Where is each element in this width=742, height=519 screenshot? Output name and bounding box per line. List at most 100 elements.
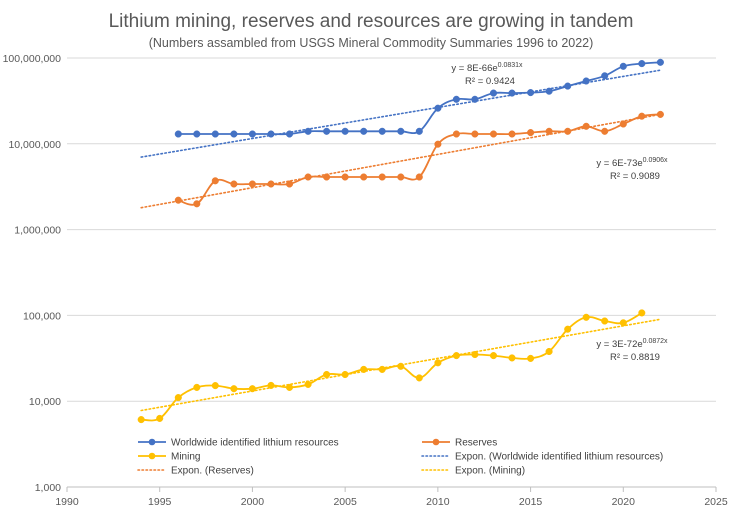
x-tick-label: 2000 (241, 496, 265, 508)
data-point-mining (304, 380, 312, 388)
data-point-worldwide-identified-lithium-resources (508, 89, 516, 97)
data-point-mining (193, 383, 201, 391)
data-point-mining (619, 319, 627, 327)
data-point-mining (137, 416, 145, 424)
data-point-mining (323, 370, 331, 379)
data-point-mining (156, 414, 164, 422)
data-point-reserves (230, 180, 238, 188)
legend-item-expon-reserves: Expon. (Reserves) (137, 466, 254, 477)
data-point-reserves (564, 127, 572, 135)
legend-label: Mining (171, 452, 200, 463)
legend-marker (432, 438, 440, 446)
trend-equation: y = 8E-66e0.0831x (451, 62, 523, 74)
data-point-reserves (545, 127, 553, 135)
legend-label: Reserves (455, 438, 497, 449)
y-tick-label: 1,000 (35, 482, 61, 494)
x-tick-label: 2015 (519, 496, 543, 508)
data-point-worldwide-identified-lithium-resources (341, 127, 349, 135)
data-point-reserves (619, 120, 627, 128)
legend-label: Expon. (Mining) (455, 466, 525, 477)
legend-marker (148, 438, 156, 446)
data-point-worldwide-identified-lithium-resources (656, 58, 664, 66)
x-tick-label: 2010 (426, 496, 450, 508)
data-point-worldwide-identified-lithium-resources (248, 130, 256, 138)
trendline-expon-worldwide-identified-lithium-resources (140, 69, 662, 158)
data-point-worldwide-identified-lithium-resources (638, 60, 646, 68)
data-point-worldwide-identified-lithium-resources (193, 130, 201, 138)
data-point-mining (489, 352, 498, 360)
series-line-mining (141, 312, 643, 422)
data-point-worldwide-identified-lithium-resources (211, 130, 219, 138)
data-point-reserves (193, 200, 201, 208)
data-point-worldwide-identified-lithium-resources (174, 130, 182, 138)
data-point-reserves (174, 196, 182, 204)
legend-label: Expon. (Worldwide identified lithium res… (455, 452, 663, 463)
data-point-reserves (285, 180, 294, 188)
data-point-mining (582, 313, 590, 321)
data-point-worldwide-identified-lithium-resources (378, 127, 386, 135)
data-point-mining (638, 309, 646, 317)
legend-label: Expon. (Reserves) (171, 466, 254, 477)
y-tick-label: 100,000,000 (3, 53, 62, 65)
chart-subtitle: (Numbers assambled from USGS Mineral Com… (149, 36, 594, 50)
data-point-worldwide-identified-lithium-resources (304, 127, 312, 135)
data-point-reserves (582, 122, 590, 130)
data-series (137, 58, 664, 424)
data-point-worldwide-identified-lithium-resources (619, 62, 627, 70)
x-tick-label: 2025 (704, 496, 728, 508)
data-point-reserves (452, 130, 460, 138)
trend-r-squared: R² = 0.9424 (465, 76, 515, 87)
gridlines (67, 57, 716, 402)
y-tick-label: 10,000,000 (8, 139, 61, 151)
axes: 1,000 10,000 100,000 1,000,000 10,000,000 100… (3, 53, 728, 508)
data-point-mining (341, 370, 349, 379)
y-tick-label: 1,000,000 (14, 225, 61, 237)
data-point-mining (564, 325, 572, 333)
data-point-worldwide-identified-lithium-resources (285, 130, 294, 138)
legend-item-expon-worldwide-identified-lithium-resources: Expon. (Worldwide identified lithium res… (421, 452, 663, 463)
data-point-mining (601, 317, 609, 325)
legend-item-expon-mining: Expon. (Mining) (421, 466, 525, 477)
data-point-mining (211, 382, 219, 390)
data-point-worldwide-identified-lithium-resources (527, 89, 535, 97)
data-point-reserves (656, 110, 664, 118)
trend-equations: y = 8E-66e0.0831x R² = 0.9424 y = 6E-73e0.… (451, 62, 668, 363)
data-point-mining (397, 362, 405, 370)
data-point-mining (174, 394, 182, 402)
data-point-reserves (527, 129, 535, 137)
data-point-mining (434, 359, 442, 367)
data-point-reserves (508, 130, 516, 138)
data-point-reserves (267, 180, 275, 188)
data-point-reserves (434, 140, 442, 148)
trend-r-squared: R² = 0.8819 (610, 352, 660, 363)
data-point-reserves (341, 173, 349, 181)
x-tick-label: 1990 (55, 496, 79, 508)
data-point-reserves (489, 130, 498, 138)
data-point-worldwide-identified-lithium-resources (471, 95, 479, 103)
data-point-reserves (397, 173, 405, 181)
data-point-reserves (415, 173, 423, 181)
data-point-worldwide-identified-lithium-resources (267, 130, 275, 138)
data-point-reserves (248, 180, 256, 188)
data-point-reserves (378, 173, 386, 181)
x-tick-label: 2005 (333, 496, 357, 508)
legend-label: Worldwide identified lithium resources (171, 438, 339, 449)
y-tick-label: 100,000 (23, 310, 61, 322)
data-point-mining (508, 354, 516, 362)
legend-item-mining: Mining (138, 452, 200, 463)
trend-r-squared: R² = 0.9089 (610, 171, 660, 182)
x-tick-label: 2020 (612, 496, 636, 508)
data-point-reserves (471, 130, 479, 138)
data-point-worldwide-identified-lithium-resources (545, 87, 553, 95)
chart-title: Lithium mining, reserves and resources a… (109, 11, 634, 32)
data-point-mining (545, 347, 553, 356)
data-point-mining (248, 385, 256, 393)
trend-equation: y = 6E-73e0.0906x (596, 157, 668, 169)
data-point-worldwide-identified-lithium-resources (601, 72, 609, 80)
data-point-worldwide-identified-lithium-resources (415, 127, 423, 135)
data-point-worldwide-identified-lithium-resources (564, 82, 572, 90)
data-point-reserves (211, 177, 219, 185)
data-point-worldwide-identified-lithium-resources (582, 77, 590, 85)
data-point-mining (360, 365, 368, 373)
